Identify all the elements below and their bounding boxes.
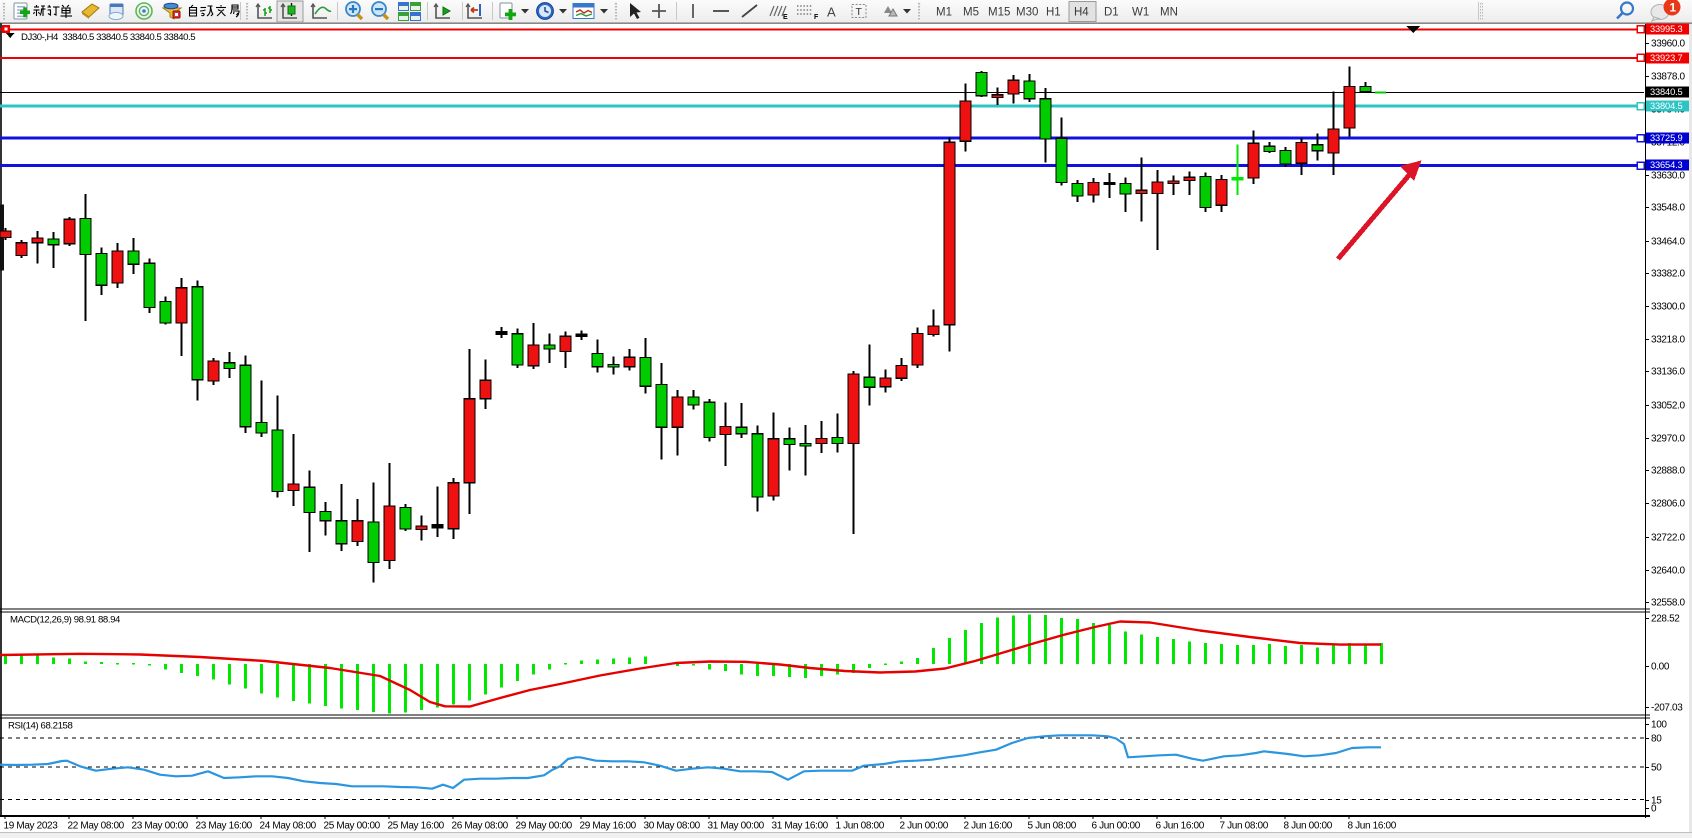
svg-text:8 Jun 00:00: 8 Jun 00:00 — [1284, 821, 1333, 832]
svg-text:33654.3: 33654.3 — [1650, 160, 1683, 170]
svg-text:33052.0: 33052.0 — [1651, 401, 1685, 412]
svg-text:33136.0: 33136.0 — [1651, 367, 1685, 378]
svg-text:80: 80 — [1651, 734, 1662, 745]
svg-text:25 May 00:00: 25 May 00:00 — [324, 821, 381, 832]
svg-text:1: 1 — [1670, 1, 1677, 15]
svg-text:23 May 16:00: 23 May 16:00 — [196, 821, 253, 832]
svg-text:F: F — [814, 14, 819, 21]
svg-text:32558.0: 32558.0 — [1651, 598, 1685, 609]
svg-text:33548.0: 33548.0 — [1651, 203, 1685, 214]
svg-text:M1: M1 — [936, 7, 952, 19]
svg-text:MACD(12,26,9) 98.91 88.94: MACD(12,26,9) 98.91 88.94 — [10, 615, 121, 626]
svg-text:M5: M5 — [963, 7, 979, 19]
svg-text:100: 100 — [1651, 720, 1667, 731]
svg-text:0: 0 — [1651, 804, 1657, 815]
svg-text:2 Jun 16:00: 2 Jun 16:00 — [964, 821, 1013, 832]
svg-text:H4: H4 — [1074, 7, 1089, 19]
svg-text:M30: M30 — [1016, 7, 1038, 19]
svg-text:31 May 16:00: 31 May 16:00 — [772, 821, 829, 832]
svg-text:33725.9: 33725.9 — [1650, 133, 1683, 143]
svg-text:-207.03: -207.03 — [1651, 703, 1683, 714]
svg-text:MN: MN — [1160, 7, 1178, 19]
svg-text:228.52: 228.52 — [1651, 614, 1680, 625]
svg-text:33840.5: 33840.5 — [1650, 87, 1683, 97]
svg-text:7 Jun 08:00: 7 Jun 08:00 — [1220, 821, 1269, 832]
svg-text:6 Jun 16:00: 6 Jun 16:00 — [1156, 821, 1205, 832]
svg-text:22 May 08:00: 22 May 08:00 — [68, 821, 125, 832]
svg-text:E: E — [783, 14, 788, 21]
svg-text:32722.0: 32722.0 — [1651, 533, 1685, 544]
svg-text:RSI(14) 68.2158: RSI(14) 68.2158 — [8, 721, 72, 732]
svg-text:33804.5: 33804.5 — [1650, 101, 1683, 111]
svg-text:33464.0: 33464.0 — [1651, 237, 1685, 248]
svg-text:25 May 16:00: 25 May 16:00 — [388, 821, 445, 832]
svg-text:DJ30-,H4 33840.5 33840.5 3384: DJ30-,H4 33840.5 33840.5 33840.5 33840.5 — [21, 32, 195, 43]
svg-text:23 May 00:00: 23 May 00:00 — [132, 821, 189, 832]
svg-text:2 Jun 00:00: 2 Jun 00:00 — [900, 821, 949, 832]
svg-text:6 Jun 00:00: 6 Jun 00:00 — [1092, 821, 1141, 832]
svg-text:24 May 08:00: 24 May 08:00 — [260, 821, 317, 832]
svg-text:26 May 08:00: 26 May 08:00 — [452, 821, 509, 832]
svg-text:50: 50 — [1651, 763, 1662, 774]
svg-text:W1: W1 — [1132, 7, 1149, 19]
svg-text:A: A — [827, 5, 836, 20]
svg-text:D1: D1 — [1104, 7, 1119, 19]
svg-text:19 May 2023: 19 May 2023 — [4, 821, 59, 832]
svg-text:30 May 08:00: 30 May 08:00 — [644, 821, 701, 832]
svg-text:33995.3: 33995.3 — [1650, 24, 1683, 34]
svg-text:H1: H1 — [1046, 7, 1061, 19]
svg-text:33630.0: 33630.0 — [1651, 171, 1685, 182]
svg-text:15: 15 — [1651, 796, 1662, 807]
svg-text:33382.0: 33382.0 — [1651, 269, 1685, 280]
svg-text:M15: M15 — [988, 7, 1010, 19]
svg-text:33300.0: 33300.0 — [1651, 302, 1685, 313]
svg-text:0.00: 0.00 — [1651, 662, 1670, 673]
svg-text:5 Jun 08:00: 5 Jun 08:00 — [1028, 821, 1077, 832]
svg-text:32970.0: 32970.0 — [1651, 434, 1685, 445]
svg-text:31 May 00:00: 31 May 00:00 — [708, 821, 765, 832]
svg-text:33878.0: 33878.0 — [1651, 72, 1685, 83]
svg-text:29 May 00:00: 29 May 00:00 — [516, 821, 573, 832]
svg-text:1 Jun 08:00: 1 Jun 08:00 — [836, 821, 885, 832]
svg-text:33923.7: 33923.7 — [1650, 53, 1683, 63]
svg-text:32888.0: 32888.0 — [1651, 466, 1685, 477]
svg-text:33960.0: 33960.0 — [1651, 39, 1685, 50]
svg-text:T: T — [856, 6, 863, 18]
svg-text:32806.0: 32806.0 — [1651, 499, 1685, 510]
svg-text:29 May 16:00: 29 May 16:00 — [580, 821, 637, 832]
svg-text:32640.0: 32640.0 — [1651, 566, 1685, 577]
svg-text:33218.0: 33218.0 — [1651, 335, 1685, 346]
svg-text:8 Jun 16:00: 8 Jun 16:00 — [1348, 821, 1397, 832]
